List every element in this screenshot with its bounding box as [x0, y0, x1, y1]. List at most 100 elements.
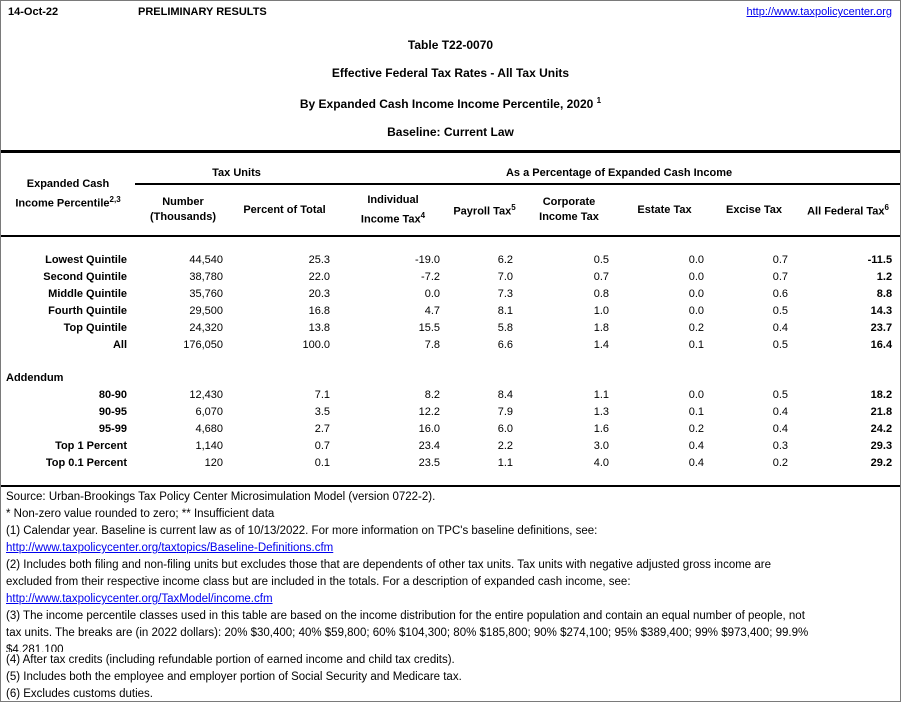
- group-header-tax-units: Tax Units: [135, 151, 339, 185]
- cell: 1.1: [497, 457, 514, 469]
- cell: 0.3: [772, 440, 789, 452]
- cell: 0.2: [688, 322, 705, 334]
- table-row: Fourth Quintile 29,500 16.8 4.7 8.1 1.0 …: [1, 303, 900, 320]
- nonzero-note: * Non-zero value rounded to zero; ** Ins…: [6, 508, 275, 520]
- row-label: All: [112, 339, 127, 351]
- cell: 0.2: [772, 457, 789, 469]
- footnote-ref-6: 6: [884, 203, 889, 213]
- row-label: Lowest Quintile: [45, 254, 127, 266]
- col-header-corporate-income-tax: Corporate Income Tax: [521, 184, 618, 237]
- cell: 1.3: [593, 406, 610, 418]
- header-line: Number: [162, 196, 204, 208]
- col-header-excise-tax: Excise Tax: [712, 184, 797, 237]
- cell: 0.4: [772, 423, 789, 435]
- table-row: Middle Quintile 35,760 20.3 0.0 7.3 0.8 …: [1, 286, 900, 303]
- cell: 0.7: [593, 271, 610, 283]
- cell: 0.4: [772, 322, 789, 334]
- cell: 6.0: [497, 423, 514, 435]
- cell: 29,500: [189, 305, 223, 317]
- col-header-estate-tax: Estate Tax: [617, 184, 713, 237]
- row-header-line1: Expanded Cash: [26, 177, 110, 190]
- top-bar: 14-Oct-22 PRELIMINARY RESULTS http://www…: [1, 1, 900, 18]
- row-label: 90-95: [98, 406, 127, 418]
- cell: 23.7: [870, 322, 893, 334]
- spacer-row: [1, 236, 900, 252]
- col-header-number: Number (Thousands): [135, 184, 231, 237]
- cell: 6.6: [497, 339, 514, 351]
- header-line: Estate Tax: [637, 203, 692, 216]
- cell: 3.0: [593, 440, 610, 452]
- cell: 1.0: [593, 305, 610, 317]
- footnote-2-line2: excluded from their respective income cl…: [6, 576, 631, 588]
- cell: 3.5: [314, 406, 331, 418]
- table-row: Lowest Quintile 44,540 25.3 -19.0 6.2 0.…: [1, 252, 900, 269]
- cell: 29.2: [870, 457, 893, 469]
- cell: 20.3: [308, 288, 331, 300]
- footnote-2-line1: (2) Includes both filing and non-filing …: [6, 559, 772, 571]
- cell: 0.5: [772, 339, 789, 351]
- cell: 0.7: [772, 271, 789, 283]
- title-block: Table T22-0070 Effective Federal Tax Rat…: [1, 31, 900, 146]
- spacer-row: [1, 472, 900, 486]
- addendum-header-row: Addendum: [1, 370, 900, 387]
- cell: 1.8: [593, 322, 610, 334]
- cell: 7.9: [497, 406, 514, 418]
- table-row: All 176,050 100.0 7.8 6.6 1.4 0.1 0.5 16…: [1, 337, 900, 354]
- row-label: Top 0.1 Percent: [45, 457, 127, 469]
- cell: 16.8: [308, 305, 331, 317]
- tax-rates-table: Expanded Cash Income Percentile2,3 Tax U…: [1, 150, 900, 487]
- cell: 29.3: [870, 440, 893, 452]
- footnote-6: (6) Excludes customs duties.: [6, 688, 154, 700]
- cell: 0.6: [772, 288, 789, 300]
- cell: 13.8: [308, 322, 331, 334]
- footnote-ref-5: 5: [511, 203, 516, 213]
- table-row: Second Quintile 38,780 22.0 -7.2 7.0 0.7…: [1, 269, 900, 286]
- cell: 2.7: [314, 423, 331, 435]
- cell: 21.8: [870, 406, 893, 418]
- subtitle-text: By Expanded Cash Income Income Percentil…: [299, 97, 594, 111]
- spacer-row: [1, 354, 900, 370]
- table-subtitle-percentile: By Expanded Cash Income Income Percentil…: [1, 87, 900, 118]
- cell: 4,680: [195, 423, 223, 435]
- header-line: All Federal Tax: [807, 205, 885, 218]
- row-label: Top Quintile: [63, 322, 127, 334]
- cell: 1.6: [593, 423, 610, 435]
- cell: 8.8: [876, 288, 893, 300]
- footnote-ref-23: 2,3: [109, 194, 121, 204]
- cell: 23.5: [418, 457, 441, 469]
- footnote-1-link-line: http://www.taxpolicycenter.org/taxtopics…: [6, 540, 894, 557]
- cell: 16.4: [870, 339, 893, 351]
- cell: 25.3: [308, 254, 331, 266]
- header-line: (Thousands): [150, 211, 216, 223]
- header-line: Individual: [367, 193, 419, 206]
- cell: 23.4: [418, 440, 441, 452]
- cell: 24.2: [870, 423, 893, 435]
- footnote-ref-1: 1: [596, 96, 602, 105]
- col-header-income-percentile: Expanded Cash Income Percentile2,3: [1, 151, 135, 237]
- header-line: Income Tax: [360, 213, 421, 226]
- cell: 8.4: [497, 389, 514, 401]
- cell: 0.5: [772, 305, 789, 317]
- cell: 120: [204, 457, 223, 469]
- cell: 176,050: [183, 339, 223, 351]
- row-label: 80-90: [98, 389, 127, 401]
- col-header-payroll-tax: Payroll Tax5: [448, 184, 522, 237]
- cell: 4.7: [424, 305, 441, 317]
- baseline-definitions-link[interactable]: http://www.taxpolicycenter.org/taxtopics…: [6, 542, 334, 554]
- cell: 7.3: [497, 288, 514, 300]
- cell: 6.2: [497, 254, 514, 266]
- group-header-percentage-eci: As a Percentage of Expanded Cash Income: [338, 151, 900, 185]
- income-definition-link[interactable]: http://www.taxpolicycenter.org/TaxModel/…: [6, 593, 273, 605]
- cell: 1.1: [593, 389, 610, 401]
- row-label: Fourth Quintile: [48, 305, 127, 317]
- cell: 0.8: [593, 288, 610, 300]
- cell: 18.2: [870, 389, 893, 401]
- table-row: Top Quintile 24,320 13.8 15.5 5.8 1.8 0.…: [1, 320, 900, 337]
- header-line: Payroll Tax: [453, 205, 512, 218]
- table-row: Top 1 Percent 1,140 0.7 23.4 2.2 3.0 0.4…: [1, 438, 900, 455]
- taxpolicycenter-link[interactable]: http://www.taxpolicycenter.org: [746, 6, 892, 18]
- footnote-5: (5) Includes both the employee and emplo…: [6, 671, 462, 683]
- cell: 22.0: [308, 271, 331, 283]
- row-label: 95-99: [98, 423, 127, 435]
